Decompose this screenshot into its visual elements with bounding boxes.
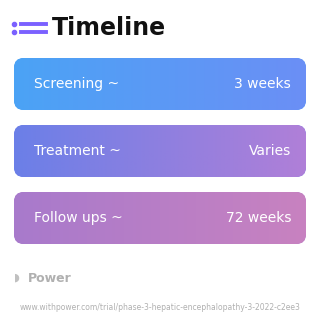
Text: Treatment ~: Treatment ~	[34, 144, 121, 158]
FancyBboxPatch shape	[14, 125, 306, 177]
Text: Varies: Varies	[249, 144, 291, 158]
Text: Power: Power	[28, 271, 72, 284]
Text: 72 weeks: 72 weeks	[226, 211, 291, 225]
Text: www.withpower.com/trial/phase-3-hepatic-encephalopathy-3-2022-c2ee3: www.withpower.com/trial/phase-3-hepatic-…	[20, 303, 300, 313]
Text: Follow ups ~: Follow ups ~	[34, 211, 123, 225]
FancyBboxPatch shape	[14, 58, 306, 110]
Text: 3 weeks: 3 weeks	[234, 77, 291, 91]
FancyBboxPatch shape	[14, 192, 306, 244]
Text: ◗: ◗	[14, 273, 20, 283]
Text: Screening ~: Screening ~	[34, 77, 119, 91]
Text: Timeline: Timeline	[52, 16, 166, 40]
